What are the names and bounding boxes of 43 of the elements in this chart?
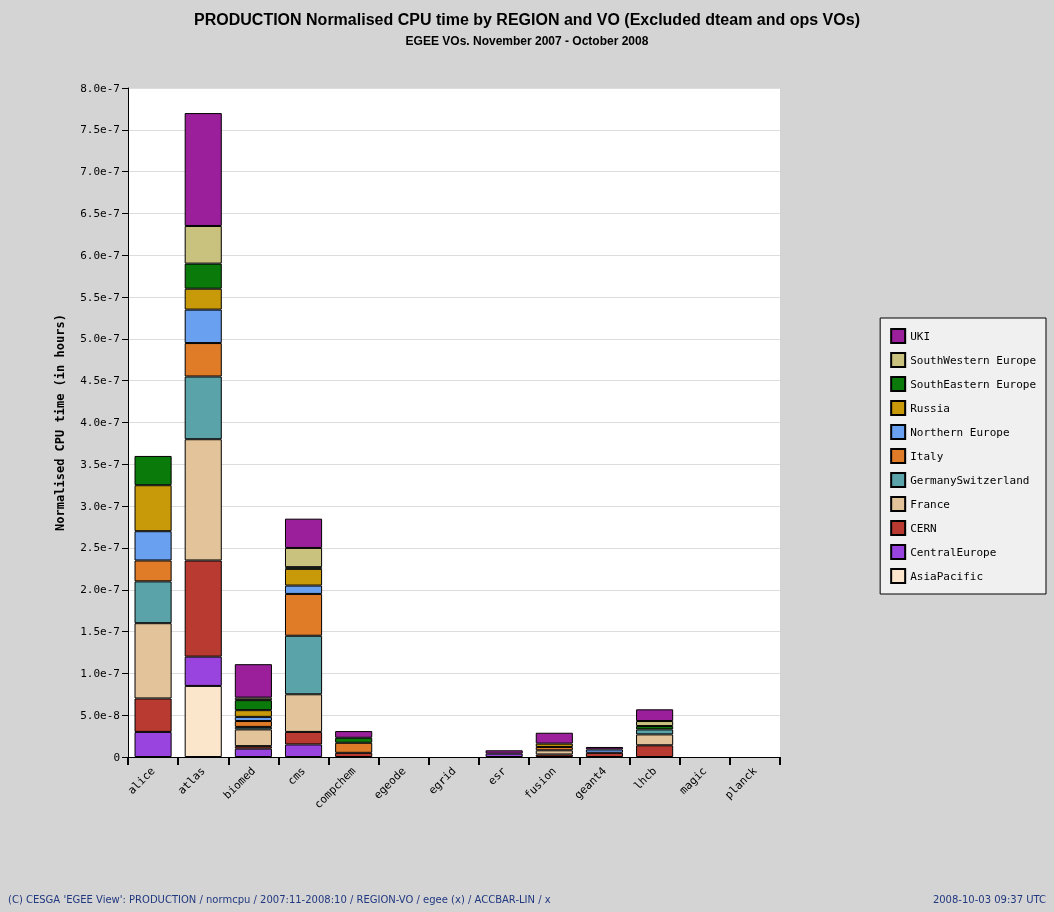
y-tick-label: 4.5e-7 — [80, 374, 120, 388]
y-tick-label: 8.0e-7 — [80, 81, 120, 95]
bar — [234, 721, 272, 727]
bar — [234, 729, 272, 747]
y-tick-label: 1.0e-7 — [80, 666, 120, 680]
y-axis-title: Normalised CPU time (in hours) — [53, 314, 67, 531]
y-tick-label: 2.0e-7 — [80, 583, 120, 597]
y-tick-label: 2.5e-7 — [80, 541, 120, 555]
y-tick-label: 3.5e-7 — [80, 457, 120, 471]
y-tick-label: 6.0e-7 — [80, 248, 120, 262]
legend-label: AsiaPacific — [910, 569, 984, 583]
y-tick-label: 5.0e-8 — [80, 708, 120, 722]
bar — [234, 664, 272, 698]
chart-title: PRODUCTION Normalised CPU time by REGION and VO (Excluded dteam and ops VOs) — [194, 10, 860, 28]
legend-label: UKI — [910, 329, 931, 343]
legend-label: GermanySwitzerland — [910, 473, 1030, 487]
bar — [636, 709, 674, 722]
legend-label: SouthWestern Europe — [910, 353, 1037, 367]
legend-label: France — [910, 497, 950, 511]
x-tick-label: esr — [485, 764, 510, 788]
bar — [535, 732, 573, 744]
y-tick-label: 7.0e-7 — [80, 165, 120, 179]
y-tick-label: 0 — [113, 750, 120, 764]
legend-label: CERN — [910, 521, 937, 535]
bar — [535, 746, 573, 751]
legend-label: SouthEastern Europe — [910, 377, 1037, 391]
y-tick-label: 3.0e-7 — [80, 499, 120, 513]
bar — [335, 742, 373, 753]
text: (C) CESGA 'EGEE View': PRODUCTION / normcpu / 2007:11-2008:10 / REGION-VO / egee (x) / ACCBAR-LIN / x — [8, 893, 551, 905]
y-tick-label: 6.5e-7 — [80, 206, 120, 220]
legend-label: CentralEurope — [910, 545, 997, 559]
text: 2008-10-03 09:37 UTC — [932, 893, 1047, 905]
legend-label: Northern Europe — [910, 425, 1010, 439]
x-tick-label: cms — [284, 764, 309, 788]
y-tick-label: 4.0e-7 — [80, 416, 120, 429]
y-tick-label: 5.0e-7 — [80, 332, 120, 346]
legend-label: Russia — [910, 401, 950, 415]
chart-subtitle: EGEE VOs. November 2007 - October 2008 — [405, 34, 649, 48]
legend-label: Italy — [910, 449, 944, 463]
y-tick-label: 7.5e-7 — [80, 123, 120, 137]
y-tick-label: 5.5e-7 — [80, 290, 120, 304]
y-tick-label: 1.5e-7 — [80, 625, 120, 639]
bar — [535, 750, 573, 755]
